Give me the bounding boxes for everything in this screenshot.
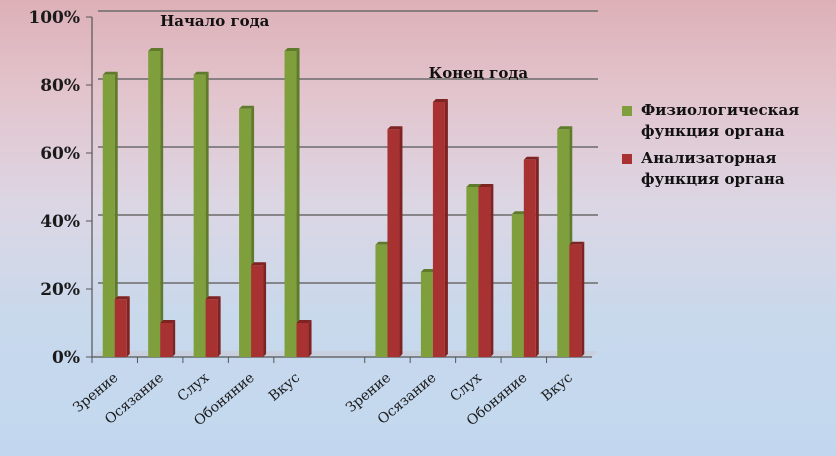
bar xyxy=(387,129,400,357)
bar-top xyxy=(557,126,573,130)
legend-item-physiological: Физиологическая функция органа xyxy=(622,100,832,142)
bar xyxy=(511,214,524,357)
bar xyxy=(375,244,388,357)
legend-swatch-physiological xyxy=(622,106,632,116)
bar-top xyxy=(205,296,221,300)
bar-side xyxy=(490,184,494,357)
bar-top xyxy=(523,156,539,160)
bar-top xyxy=(478,184,494,187)
bar-top xyxy=(251,262,267,266)
bar xyxy=(284,51,297,357)
bar-side xyxy=(217,296,221,357)
bar xyxy=(420,272,433,357)
y-tick-label: 100% xyxy=(28,8,80,28)
bar xyxy=(160,323,173,357)
legend-item-analyzer: Анализаторная функция органа xyxy=(622,148,832,190)
bar-top xyxy=(114,296,130,300)
bar-top xyxy=(102,71,118,75)
bar xyxy=(557,129,570,357)
bar-side xyxy=(399,126,403,357)
legend-swatch-analyzer xyxy=(622,154,632,164)
bar-side xyxy=(296,48,300,357)
bar-top xyxy=(420,269,436,272)
bar xyxy=(478,187,491,357)
legend-label-analyzer: Анализаторная функция органа xyxy=(641,149,785,188)
bar-side xyxy=(581,241,585,357)
bar xyxy=(239,108,252,357)
bar xyxy=(114,299,127,357)
bar-side xyxy=(114,71,118,358)
x-tick-label: Слух xyxy=(447,370,485,405)
bar-top xyxy=(193,71,209,75)
bar xyxy=(523,159,536,357)
y-tick-label: 80% xyxy=(40,76,80,96)
bar-side xyxy=(444,99,448,357)
x-tick-label: Вкус xyxy=(266,370,303,405)
bar xyxy=(569,244,582,357)
bar xyxy=(193,74,206,358)
bar-top xyxy=(160,320,176,323)
bar-top xyxy=(375,241,391,245)
legend: Физиологическая функция органа Анализато… xyxy=(622,100,832,196)
bar-side xyxy=(126,296,130,357)
group-title: Конец года xyxy=(429,64,529,82)
y-tick-label: 0% xyxy=(52,348,80,368)
y-tick-label: 20% xyxy=(40,280,80,300)
bar-top xyxy=(466,184,482,187)
bar-side xyxy=(308,320,312,357)
bar-side xyxy=(205,71,209,358)
group-title: Начало года xyxy=(160,12,270,30)
bar xyxy=(205,299,218,357)
bar xyxy=(102,74,115,358)
bar-side xyxy=(172,320,176,357)
bar-top xyxy=(239,105,255,109)
bar-top xyxy=(387,126,403,130)
bar-top xyxy=(284,48,300,51)
bar xyxy=(296,323,309,357)
bar-top xyxy=(148,48,164,51)
y-tick-label: 40% xyxy=(40,212,80,232)
y-tick-label: 60% xyxy=(40,144,80,164)
x-tick-label: Слух xyxy=(175,370,213,405)
bar-top xyxy=(511,211,527,215)
bar xyxy=(148,51,161,357)
legend-label-physiological: Физиологическая функция органа xyxy=(641,101,800,140)
bar-side xyxy=(160,48,164,357)
x-tick-label: Вкус xyxy=(539,370,576,405)
bar-top xyxy=(432,99,448,102)
bar xyxy=(432,102,445,357)
bar-side xyxy=(535,156,539,357)
bar-side xyxy=(263,262,267,357)
bar xyxy=(251,265,264,357)
bar-top xyxy=(296,320,312,323)
bar-top xyxy=(569,241,585,245)
bar xyxy=(466,187,479,357)
